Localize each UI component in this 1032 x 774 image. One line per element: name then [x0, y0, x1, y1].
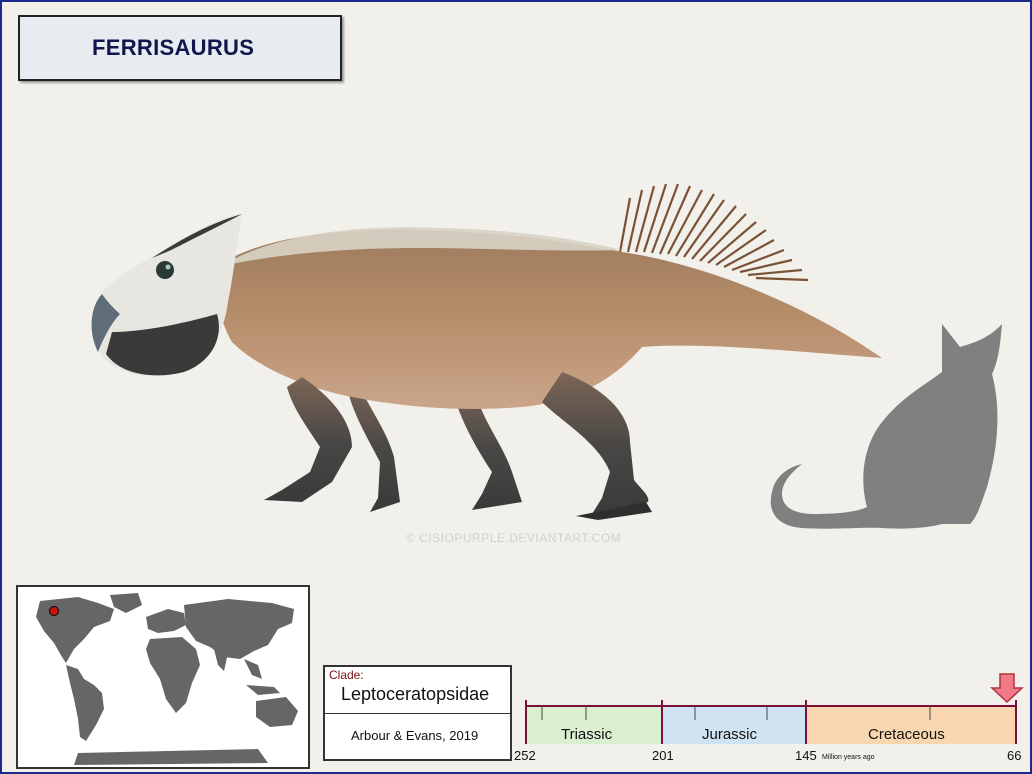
world-map-icon — [36, 593, 298, 765]
clade-authority: Arbour & Evans, 2019 — [351, 728, 479, 743]
hind-foot — [576, 502, 652, 520]
lower-jaw — [106, 314, 219, 376]
far-front-leg — [347, 382, 400, 512]
beak — [91, 294, 120, 352]
tick-label-252: 252 — [514, 748, 536, 763]
timeline-band-triassic — [526, 706, 662, 744]
period-label-triassic: Triassic — [561, 726, 613, 743]
watermark-text: © CISIOPURPLE.DEVIANTART.COM — [406, 531, 622, 545]
period-label-cretaceous: Cretaceous — [868, 726, 945, 743]
tick-label-66: 66 — [1007, 748, 1021, 763]
cat-silhouette-scale — [770, 324, 1002, 529]
clade-name: Leptoceratopsidae — [341, 684, 490, 704]
timeline-unit: Million years ago — [822, 754, 875, 761]
red-dot-icon — [49, 606, 59, 616]
far-hind-leg — [452, 382, 522, 510]
illustration-scene — [91, 183, 1002, 529]
period-label-jurassic: Jurassic — [702, 726, 758, 743]
timeline-band-cretaceous — [806, 706, 1016, 744]
dinosaur-body — [216, 229, 883, 409]
tail-quills — [618, 183, 809, 282]
near-hind-leg — [542, 372, 649, 514]
down-arrow-icon — [990, 673, 1024, 704]
clade-divider — [325, 713, 510, 714]
locality-map — [16, 585, 310, 769]
back-highlight — [232, 227, 622, 264]
tick-label-145: 145 — [795, 748, 817, 763]
timeline-band-jurassic — [662, 706, 806, 744]
tick-label-201: 201 — [652, 748, 674, 763]
title-panel: FERRISAURUS — [18, 15, 342, 81]
clade-label: Clade: — [329, 668, 364, 682]
near-front-leg — [264, 377, 352, 502]
frill-dark — [152, 214, 242, 258]
species-title: FERRISAURUS — [92, 35, 255, 60]
clade-panel: Clade: Leptoceratopsidae Arbour & Evans,… — [323, 665, 512, 761]
